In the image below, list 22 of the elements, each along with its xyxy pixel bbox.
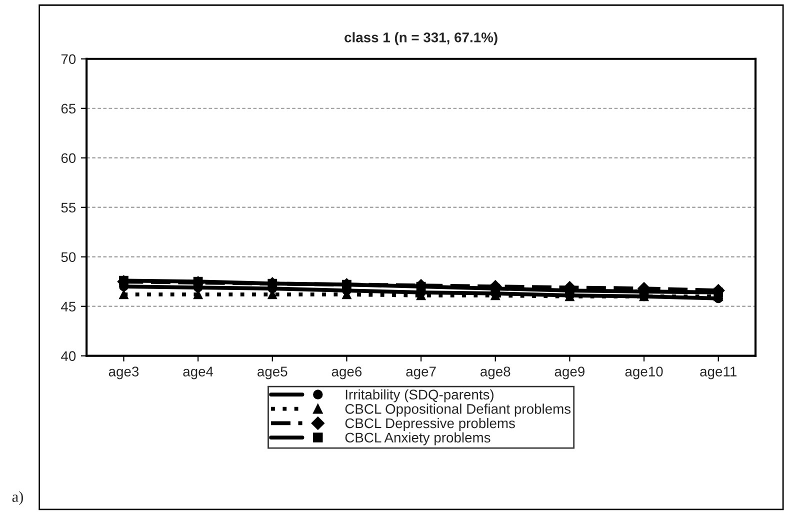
x-tick-label: age8 — [480, 366, 510, 380]
x-tick-label: age3 — [108, 366, 139, 380]
legend-label: CBCL Anxiety problems — [345, 432, 490, 446]
x-tick-label: age4 — [183, 366, 214, 380]
x-tick-label: age7 — [406, 366, 436, 380]
x-tick-label: age9 — [554, 366, 584, 380]
legend-label: CBCL Depressive problems — [345, 418, 515, 431]
y-tick-label: 70 — [61, 54, 76, 64]
x-tick-label: age6 — [332, 366, 362, 380]
y-tick-label: 65 — [61, 104, 76, 114]
x-tick-label: age10 — [625, 366, 663, 380]
y-tick-label: 45 — [61, 302, 76, 312]
text: a) — [12, 491, 23, 506]
legend-label: Irritability (SDQ-parents) — [346, 389, 494, 402]
legend-label: CBCL Oppositional Defiant problems — [345, 404, 571, 417]
x-tick-label: age5 — [258, 366, 288, 380]
y-tick-label: 60 — [61, 153, 76, 164]
y-tick-label: 40 — [61, 351, 76, 362]
x-tick-label: age11 — [700, 366, 736, 380]
chart-title: class 1 (n = 331, 67.1%) — [344, 32, 498, 46]
y-tick-label: 50 — [61, 252, 76, 262]
y-tick-label: 55 — [61, 202, 76, 213]
